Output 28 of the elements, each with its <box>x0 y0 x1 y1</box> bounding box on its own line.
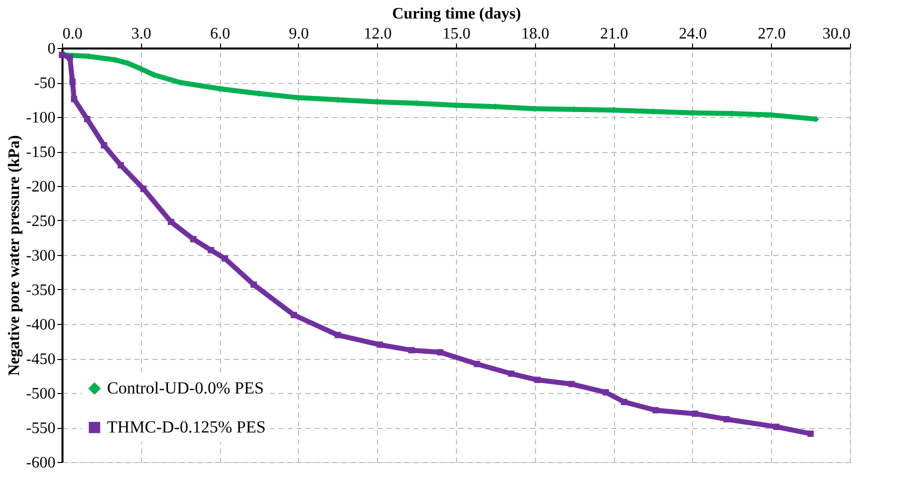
y-tick-label: -100 <box>26 110 56 126</box>
x-tick-label: 3.0 <box>131 26 152 42</box>
y-tick-label: -550 <box>26 420 56 437</box>
x-tick-label: 9.0 <box>288 26 309 42</box>
x-tick-label: 0.0 <box>62 26 82 42</box>
y-tick-label: -250 <box>26 213 56 230</box>
x-tick-label: 15.0 <box>442 26 470 42</box>
legend-label: Control-UD-0.0% PES <box>107 378 264 398</box>
y-tick-label: -300 <box>26 248 56 264</box>
legend-label: THMC-D-0.125% PES <box>107 418 266 436</box>
y-tick-label: -350 <box>26 282 56 299</box>
x-tick-label: 30.0 <box>822 26 850 42</box>
x-tick-label: 12.0 <box>364 26 392 42</box>
x-tick-label: 18.0 <box>521 26 550 42</box>
y-tick-label: -400 <box>26 316 56 334</box>
y-tick-label: -600 <box>26 454 56 472</box>
y-tick-label: -200 <box>26 178 56 196</box>
y-axis-title: Negative pore water pressure (kPa) <box>6 135 24 376</box>
x-axis-title: Curing time (days) <box>392 6 521 22</box>
x-tick-label: 21.0 <box>600 26 628 42</box>
y-tick-label: -150 <box>26 144 56 161</box>
y-tick-label: -450 <box>26 351 56 368</box>
y-tick-label: -50 <box>34 75 56 92</box>
y-tick-label: -500 <box>26 386 56 402</box>
y-tick-label: 0 <box>48 40 56 58</box>
x-tick-label: 6.0 <box>210 26 230 42</box>
x-tick-label: 27.0 <box>758 26 786 42</box>
x-tick-label: 24.0 <box>678 26 707 42</box>
